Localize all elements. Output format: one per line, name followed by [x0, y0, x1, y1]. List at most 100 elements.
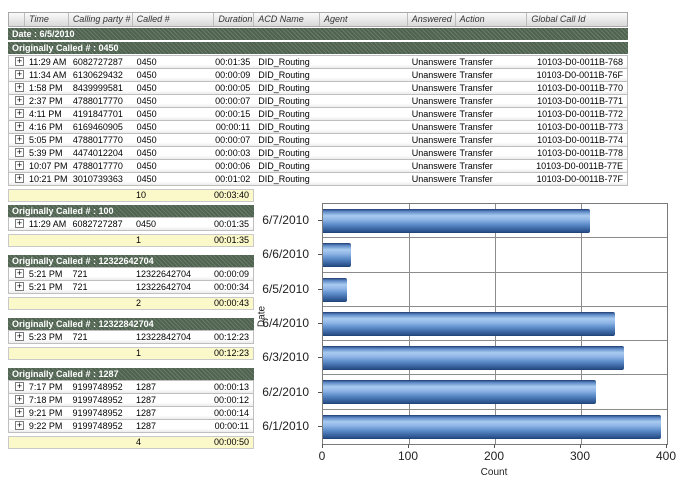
cell-time: 9:22 PM — [28, 421, 63, 431]
expand-plus-icon[interactable]: + — [15, 381, 24, 391]
cell-time: 7:18 PM — [28, 395, 63, 405]
chart-band — [323, 307, 667, 342]
call-row[interactable]: +11:29 AM 6082727287 0450 00:01:35 DID_Routi… — [8, 55, 628, 69]
expand-plus-icon[interactable]: + — [15, 420, 24, 430]
cell-time: 11:29 AM — [28, 57, 67, 67]
call-row[interactable]: +10:21 PM 3010739363 0450 00:01:02 DID_Routi… — [8, 172, 628, 186]
summary-spacer — [69, 190, 132, 201]
summary-spacer — [69, 235, 132, 246]
column-header-agent[interactable]: Agent — [320, 13, 408, 26]
expand-plus-icon[interactable]: + — [15, 394, 24, 404]
chart-band — [323, 273, 667, 307]
expand-cell: + — [9, 134, 25, 146]
call-row[interactable]: +7:18 PM 9199748952 1287 00:00:12 — [8, 393, 254, 407]
summary-spacer — [25, 190, 69, 201]
x-tick-mark — [408, 444, 409, 448]
cell-answered: Unanswered — [411, 70, 456, 80]
expand-plus-icon[interactable]: + — [15, 407, 24, 417]
cell-time: 5:39 PM — [28, 148, 63, 158]
cell-called: 0450 — [136, 135, 157, 145]
summary-duration: 00:12:23 — [213, 348, 249, 358]
expand-plus-icon[interactable]: + — [15, 134, 24, 144]
group-summary-row: 10 00:03:40 — [8, 189, 254, 202]
expand-plus-icon[interactable]: + — [15, 121, 24, 131]
column-header-globalid[interactable]: Global Call Id — [531, 14, 586, 24]
cell-answered: Unanswered — [411, 122, 456, 132]
cell-acd: DID_Routing — [258, 135, 310, 145]
expand-plus-icon[interactable]: + — [15, 281, 24, 291]
call-row[interactable]: +4:11 PM 4191847701 0450 00:00:15 DID_Routin… — [8, 107, 628, 121]
cell-called: 0450 — [136, 96, 157, 106]
expand-cell: + — [9, 218, 25, 230]
expand-plus-icon[interactable]: + — [15, 82, 24, 92]
call-row[interactable]: +9:21 PM 9199748952 1287 00:00:14 — [8, 406, 254, 420]
chart-bar-6-4-2010 — [323, 311, 616, 336]
cell-called: 1287 — [136, 395, 157, 405]
x-tick-label: 400 — [655, 449, 676, 463]
cell-called: 1287 — [136, 408, 157, 418]
cell-duration: 00:00:15 — [215, 109, 251, 119]
column-header-acd[interactable]: ACD Name — [254, 13, 320, 26]
chart-bar-6-3-2010 — [323, 346, 624, 371]
cell-duration: 00:01:35 — [213, 219, 249, 229]
expand-plus-icon[interactable]: + — [15, 108, 24, 118]
cell-called: 0450 — [136, 174, 157, 184]
expand-plus-icon[interactable]: + — [15, 56, 24, 66]
call-row[interactable]: +5:05 PM 4788017770 0450 00:00:07 DID_Routin… — [8, 133, 628, 147]
cell-called: 1287 — [136, 382, 157, 392]
call-row[interactable]: +1:58 PM 8439999581 0450 00:00:05 DID_Routin… — [8, 81, 628, 95]
cell-action: Transfer — [459, 83, 493, 93]
expand-plus-icon[interactable]: + — [15, 218, 24, 228]
expand-plus-icon[interactable]: + — [15, 268, 24, 278]
cell-called: 1287 — [136, 421, 157, 431]
cell-duration: 00:00:09 — [213, 269, 249, 279]
cell-calling: 721 — [72, 332, 88, 342]
cell-calling: 9199748952 — [72, 382, 123, 392]
call-row[interactable]: +4:16 PM 6169460905 0450 00:00:11 DID_Routin… — [8, 120, 628, 134]
column-header-calling[interactable]: Calling party # — [69, 13, 133, 26]
cell-duration: 00:12:23 — [213, 332, 249, 342]
expand-plus-icon[interactable]: + — [15, 69, 24, 79]
expand-plus-icon[interactable]: + — [15, 173, 24, 183]
cell-called: 0450 — [136, 70, 157, 80]
call-rows-container: +11:29 AM 6082727287 0450 00:01:35 DID_Routi… — [8, 55, 628, 186]
column-header-duration[interactable]: Duration — [214, 13, 255, 26]
call-row[interactable]: +10:07 PM 4788017770 0450 00:00:06 DID_Routi… — [8, 159, 628, 173]
cell-calling: 3010739363 — [72, 174, 123, 184]
cell-calling: 721 — [72, 269, 88, 279]
call-row[interactable]: +5:21 PM 721 12322642704 00:00:09 — [8, 267, 254, 281]
expand-plus-icon[interactable]: + — [15, 331, 24, 341]
call-row[interactable]: +11:29 AM 6082727287 0450 00:01:35 — [8, 217, 254, 231]
call-row[interactable]: +9:22 PM 9199748952 1287 00:00:11 — [8, 419, 254, 433]
call-row[interactable]: +7:17 PM 9199748952 1287 00:00:13 — [8, 380, 254, 394]
call-row[interactable]: +5:39 PM 4474012204 0450 00:00:03 DID_Routin… — [8, 146, 628, 160]
call-row[interactable]: +11:34 AM 6130629432 0450 00:00:09 DID_Routi… — [8, 68, 628, 82]
chart-bar-6-6-2010 — [323, 243, 352, 268]
cell-agent — [320, 56, 408, 68]
column-header-time[interactable]: Time — [25, 13, 69, 26]
expand-cell: + — [9, 160, 25, 172]
call-row[interactable]: +2:37 PM 4788017770 0450 00:00:07 DID_Routin… — [8, 94, 628, 108]
cell-globalid: 10103-D0-0011B-770 — [537, 83, 623, 93]
chart-bar-6-5-2010 — [323, 277, 348, 302]
cell-answered: Unanswered — [411, 161, 456, 171]
cell-called: 0450 — [136, 219, 157, 229]
expand-plus-icon[interactable]: + — [15, 95, 24, 105]
cell-duration: 00:00:05 — [215, 83, 251, 93]
cell-called: 0450 — [136, 148, 157, 158]
cell-acd: DID_Routing — [258, 174, 310, 184]
call-row[interactable]: +5:21 PM 721 12322642704 00:00:34 — [8, 280, 254, 294]
column-header-action[interactable]: Action — [456, 13, 528, 26]
summary-spacer — [69, 298, 132, 309]
expand-plus-icon[interactable]: + — [15, 147, 24, 157]
column-header-answered[interactable]: Answered — [408, 13, 456, 26]
column-header-called[interactable]: Called # — [133, 13, 215, 26]
cell-acd: DID_Routing — [258, 122, 310, 132]
call-row[interactable]: +5:23 PM 721 12322842704 00:12:23 — [8, 330, 254, 344]
cell-duration: 00:01:35 — [215, 57, 251, 67]
expand-cell: + — [9, 147, 25, 159]
x-tick-mark — [666, 444, 667, 448]
expand-plus-icon[interactable]: + — [15, 160, 24, 170]
cell-time: 1:58 PM — [28, 83, 63, 93]
cell-duration: 00:01:02 — [215, 174, 251, 184]
